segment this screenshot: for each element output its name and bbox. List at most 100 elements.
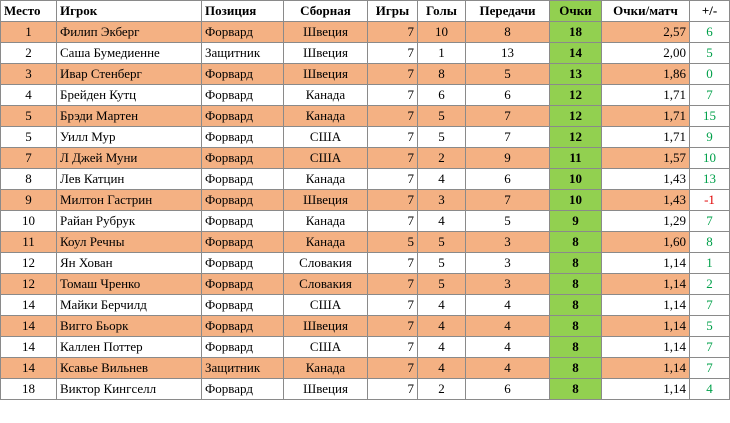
cell-plus-minus: 2 bbox=[689, 273, 730, 295]
cell-plus-minus: 0 bbox=[689, 63, 730, 85]
cell-plus-minus: 5 bbox=[689, 42, 730, 64]
cell-plus-minus: 5 bbox=[689, 315, 730, 337]
cell-player: Райан Рубрук bbox=[56, 210, 202, 232]
cell-assists: 8 bbox=[465, 21, 550, 43]
cell-player: Брэди Мартен bbox=[56, 105, 202, 127]
cell-position: Форвард bbox=[201, 273, 284, 295]
cell-assists: 3 bbox=[465, 231, 550, 253]
cell-player: Лев Катцин bbox=[56, 168, 202, 190]
cell-points: 8 bbox=[549, 273, 602, 295]
cell-position: Форвард bbox=[201, 315, 284, 337]
cell-goals: 4 bbox=[417, 357, 466, 379]
cell-assists: 7 bbox=[465, 126, 550, 148]
cell-position: Форвард bbox=[201, 294, 284, 316]
cell-place: 2 bbox=[0, 42, 57, 64]
header-points: Очки bbox=[549, 0, 602, 22]
cell-position: Форвард bbox=[201, 126, 284, 148]
cell-assists: 5 bbox=[465, 63, 550, 85]
cell-plus-minus: 4 bbox=[689, 378, 730, 400]
cell-place: 14 bbox=[0, 294, 57, 316]
cell-player: Вигго Бьорк bbox=[56, 315, 202, 337]
cell-points-per-game: 1,71 bbox=[601, 126, 690, 148]
cell-games: 7 bbox=[367, 147, 418, 169]
cell-points-per-game: 1,14 bbox=[601, 357, 690, 379]
cell-assists: 4 bbox=[465, 294, 550, 316]
cell-games: 7 bbox=[367, 210, 418, 232]
cell-team: США bbox=[283, 147, 368, 169]
table-row: 11 Коул Речны Форвард Канада 5 5 3 8 1,60 8 bbox=[0, 231, 730, 253]
cell-player: Майки Берчилд bbox=[56, 294, 202, 316]
cell-points: 10 bbox=[549, 168, 602, 190]
cell-place: 5 bbox=[0, 105, 57, 127]
table-body: 1 Филип Экберг Форвард Швеция 7 10 8 18 2,57 6 2 Са… bbox=[0, 21, 730, 400]
cell-player: Милтон Гастрин bbox=[56, 189, 202, 211]
header-team: Сборная bbox=[283, 0, 368, 22]
cell-points: 8 bbox=[549, 378, 602, 400]
cell-games: 7 bbox=[367, 105, 418, 127]
cell-player: Брейден Кутц bbox=[56, 84, 202, 106]
scoring-table: Место Игрок Позиция Сборная Игры Голы Пе… bbox=[0, 0, 730, 400]
cell-points: 12 bbox=[549, 105, 602, 127]
cell-team: Швеция bbox=[283, 42, 368, 64]
cell-assists: 6 bbox=[465, 168, 550, 190]
table-row: 2 Саша Бумедиенне Защитник Швеция 7 1 13 14 2,00… bbox=[0, 42, 730, 64]
table-row: 5 Уилл Мур Форвард США 7 5 7 12 1,71 9 bbox=[0, 126, 730, 148]
cell-assists: 6 bbox=[465, 84, 550, 106]
cell-goals: 4 bbox=[417, 336, 466, 358]
cell-team: США bbox=[283, 126, 368, 148]
header-row: Место Игрок Позиция Сборная Игры Голы Пе… bbox=[0, 0, 730, 22]
cell-points: 8 bbox=[549, 252, 602, 274]
cell-points-per-game: 1,43 bbox=[601, 189, 690, 211]
cell-player: Саша Бумедиенне bbox=[56, 42, 202, 64]
table-row: 14 Майки Берчилд Форвард США 7 4 4 8 1,14 7 bbox=[0, 294, 730, 316]
cell-position: Форвард bbox=[201, 231, 284, 253]
cell-position: Форвард bbox=[201, 336, 284, 358]
cell-games: 7 bbox=[367, 63, 418, 85]
header-position: Позиция bbox=[201, 0, 284, 22]
cell-points-per-game: 1,14 bbox=[601, 273, 690, 295]
cell-games: 7 bbox=[367, 168, 418, 190]
cell-team: США bbox=[283, 294, 368, 316]
cell-points-per-game: 2,57 bbox=[601, 21, 690, 43]
table-row: 3 Ивар Стенберг Форвард Швеция 7 8 5 13 1,86 0 bbox=[0, 63, 730, 85]
cell-games: 7 bbox=[367, 42, 418, 64]
cell-place: 9 bbox=[0, 189, 57, 211]
header-place: Место bbox=[0, 0, 57, 22]
cell-position: Форвард bbox=[201, 189, 284, 211]
table-row: 14 Ксавье Вильнев Защитник Канада 7 4 4 8 1,14 7 bbox=[0, 357, 730, 379]
cell-place: 14 bbox=[0, 336, 57, 358]
cell-assists: 7 bbox=[465, 189, 550, 211]
cell-points-per-game: 1,60 bbox=[601, 231, 690, 253]
cell-games: 5 bbox=[367, 231, 418, 253]
cell-team: Швеция bbox=[283, 189, 368, 211]
cell-games: 7 bbox=[367, 189, 418, 211]
cell-team: США bbox=[283, 336, 368, 358]
cell-assists: 4 bbox=[465, 315, 550, 337]
cell-team: Канада bbox=[283, 168, 368, 190]
cell-points: 9 bbox=[549, 210, 602, 232]
cell-player: Виктор Кингселл bbox=[56, 378, 202, 400]
cell-position: Форвард bbox=[201, 147, 284, 169]
cell-plus-minus: 1 bbox=[689, 252, 730, 274]
cell-points: 13 bbox=[549, 63, 602, 85]
cell-team: Швеция bbox=[283, 315, 368, 337]
table-row: 8 Лев Катцин Форвард Канада 7 4 6 10 1,43 13 bbox=[0, 168, 730, 190]
cell-team: Словакия bbox=[283, 273, 368, 295]
cell-assists: 9 bbox=[465, 147, 550, 169]
cell-player: Уилл Мур bbox=[56, 126, 202, 148]
cell-assists: 5 bbox=[465, 210, 550, 232]
cell-assists: 4 bbox=[465, 336, 550, 358]
cell-team: Канада bbox=[283, 210, 368, 232]
cell-goals: 8 bbox=[417, 63, 466, 85]
table-row: 14 Каллен Поттер Форвард США 7 4 4 8 1,14 7 bbox=[0, 336, 730, 358]
cell-games: 7 bbox=[367, 126, 418, 148]
cell-position: Форвард bbox=[201, 63, 284, 85]
cell-position: Форвард bbox=[201, 168, 284, 190]
cell-assists: 13 bbox=[465, 42, 550, 64]
cell-points: 8 bbox=[549, 336, 602, 358]
header-plus-minus: +/- bbox=[689, 0, 730, 22]
cell-team: Швеция bbox=[283, 21, 368, 43]
cell-player: Ксавье Вильнев bbox=[56, 357, 202, 379]
cell-plus-minus: 10 bbox=[689, 147, 730, 169]
table-row: 5 Брэди Мартен Форвард Канада 7 5 7 12 1,71 15 bbox=[0, 105, 730, 127]
